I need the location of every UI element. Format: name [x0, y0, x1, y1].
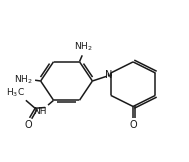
Text: NH$_2$: NH$_2$ [14, 74, 32, 87]
Text: NH: NH [33, 107, 46, 116]
Text: O: O [129, 121, 137, 130]
Text: NH$_2$: NH$_2$ [74, 41, 92, 53]
Text: N: N [105, 70, 113, 80]
Text: H$_3$C: H$_3$C [6, 86, 25, 99]
Text: O: O [25, 120, 33, 130]
